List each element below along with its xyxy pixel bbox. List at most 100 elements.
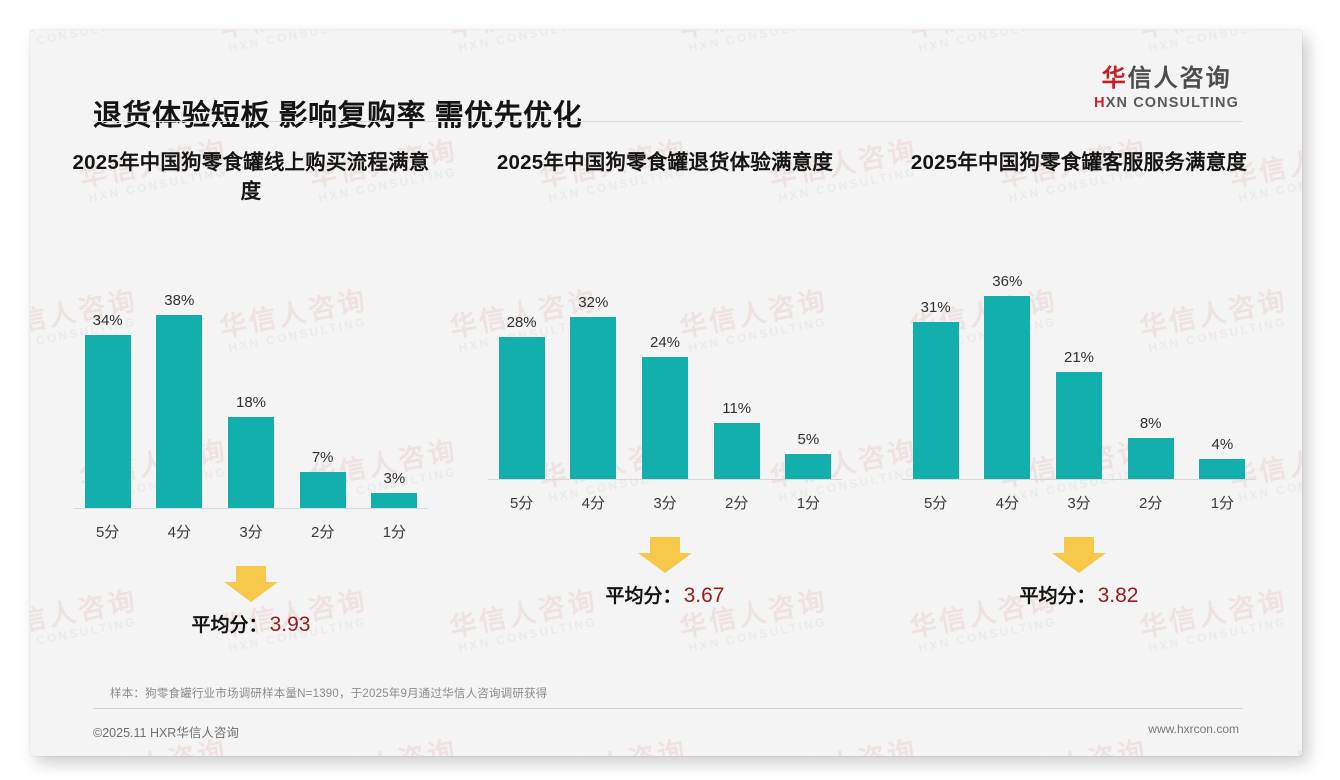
x-axis-line	[74, 508, 428, 510]
bar-value-label: 36%	[992, 273, 1023, 291]
category-label: 2分	[1139, 495, 1163, 513]
bar-value-label: 32%	[578, 294, 609, 312]
bar-value-label: 8%	[1139, 415, 1162, 433]
bar-slot: 32%	[560, 234, 627, 480]
footer-website[interactable]: www.hxrcon.com	[1148, 722, 1239, 736]
logo-chinese-rest: 信人咨询	[1127, 65, 1232, 92]
page-title: 退货体验短板 影响复购率 需优先优化	[93, 100, 583, 132]
bar-value-label: 34%	[92, 312, 123, 330]
bar-group: 28% 32% 24% 11% 5%	[488, 234, 842, 480]
category-label: 2分	[311, 524, 335, 542]
bar-slot: 38%	[146, 263, 213, 509]
bar[interactable]	[156, 315, 203, 509]
chart-panel-purchase-flow: 2025年中国狗零食罐线上购买流程满意度 34% 38% 18% 7% 3% 5分 4分 3…	[44, 148, 458, 637]
bar[interactable]	[912, 322, 959, 480]
bar-slot: 36%	[974, 234, 1041, 480]
bar-value-label: 38%	[164, 292, 195, 310]
bar-value-label: 21%	[1063, 349, 1095, 367]
bar[interactable]	[984, 296, 1031, 480]
bar-value-label: 24%	[649, 334, 681, 352]
category-label: 5分	[923, 495, 948, 513]
logo-english-rest: XN CONSULTING	[1105, 95, 1239, 112]
header-divider	[93, 121, 1243, 122]
average-score-label: 平均分：	[191, 615, 268, 637]
bar-value-label: 7%	[311, 449, 334, 467]
category-label: 4分	[995, 495, 1019, 513]
bar-slot: 4%	[1189, 234, 1256, 480]
logo-english: HXN CONSULTING	[1094, 95, 1239, 111]
average-score-row: 平均分：3.93	[44, 610, 458, 637]
bar-slot: 28%	[488, 234, 555, 480]
bar-slot: 5%	[775, 234, 842, 480]
down-arrow-icon	[636, 535, 694, 575]
slide-header: 退货体验短板 影响复购率 需优先优化 华信人咨询 HXN CONSULTING	[30, 30, 1302, 132]
bar[interactable]	[498, 337, 545, 480]
category-labels: 5分 4分 3分 2分 1分	[74, 509, 428, 542]
slide-footer: ©2025.11 HXR华信人咨询 www.hxrcon.com	[30, 716, 1302, 756]
bar-plot: 28% 32% 24% 11% 5%	[488, 234, 842, 481]
bar-value-label: 28%	[506, 314, 537, 332]
bar[interactable]	[299, 472, 346, 509]
bar[interactable]	[371, 493, 418, 509]
bar-value-label: 11%	[722, 400, 752, 418]
bar-slot: 34%	[74, 263, 141, 509]
category-label: 2分	[725, 495, 749, 513]
logo-chinese: 华信人咨询	[1094, 65, 1239, 92]
chart-panel-return-experience: 2025年中国狗零食罐退货体验满意度 28% 32% 24% 11% 5% 5分 4分 3分…	[458, 148, 872, 637]
footer-copyright: ©2025.11 HXR华信人咨询	[93, 726, 239, 740]
bar-slot: 18%	[217, 263, 284, 509]
average-score-label: 平均分：	[605, 586, 682, 608]
category-labels: 5分 4分 3分 2分 1分	[488, 480, 842, 513]
bar-value-label: 5%	[797, 431, 820, 449]
category-label: 4分	[581, 495, 605, 513]
x-axis-line	[488, 479, 842, 481]
company-logo: 华信人咨询 HXN CONSULTING	[1094, 65, 1239, 111]
bar[interactable]	[1127, 438, 1174, 480]
bar-value-label: 4%	[1211, 436, 1234, 454]
bar-slot: 24%	[631, 234, 698, 480]
bar[interactable]	[228, 417, 274, 509]
bar[interactable]	[570, 317, 617, 480]
average-score-row: 平均分：3.82	[872, 581, 1286, 608]
logo-chinese-highlight: 华	[1101, 65, 1128, 92]
bar-slot: 11%	[703, 234, 770, 480]
category-label: 5分	[509, 495, 534, 513]
average-score-value: 3.67	[683, 584, 725, 608]
category-label: 1分	[1210, 495, 1235, 513]
down-arrow-icon	[222, 564, 280, 604]
average-score-value: 3.82	[1097, 584, 1139, 608]
charts-row: 2025年中国狗零食罐线上购买流程满意度 34% 38% 18% 7% 3% 5分 4分 3…	[44, 148, 1288, 637]
bar[interactable]	[1056, 372, 1102, 480]
category-label: 5分	[95, 524, 120, 542]
arrow-container	[872, 535, 1286, 575]
logo-english-highlight: H	[1094, 95, 1106, 112]
average-score-label: 平均分：	[1019, 586, 1096, 608]
arrow-container	[44, 564, 458, 604]
bar-slot: 8%	[1117, 234, 1184, 480]
bar-slot: 31%	[902, 234, 969, 480]
bar-slot: 7%	[289, 263, 356, 509]
category-label: 1分	[382, 524, 407, 542]
bar-plot: 34% 38% 18% 7% 3%	[74, 263, 428, 510]
chart-title: 2025年中国狗零食罐客服服务满意度	[910, 151, 1248, 174]
x-axis-line	[902, 479, 1256, 481]
bar-slot: 3%	[361, 263, 428, 509]
chart-panel-customer-service: 2025年中国狗零食罐客服服务满意度 31% 36% 21% 8% 4% 5分 4分 3分 2…	[872, 148, 1286, 637]
average-score-value: 3.93	[269, 613, 311, 637]
chart-title: 2025年中国狗零食罐退货体验满意度	[496, 151, 834, 174]
bar[interactable]	[713, 423, 760, 480]
category-label: 4分	[167, 524, 191, 542]
bar[interactable]	[1199, 459, 1246, 480]
bar[interactable]	[785, 454, 832, 480]
arrow-container	[458, 535, 872, 575]
category-label: 1分	[796, 495, 821, 513]
slide-card: 华信人咨询 HXN CONSULTING 华信人咨询 HXN CONSULTING华信…	[30, 30, 1302, 756]
category-label: 3分	[1067, 495, 1091, 513]
bar[interactable]	[642, 357, 688, 480]
average-score-row: 平均分：3.67	[458, 581, 872, 608]
bar[interactable]	[84, 335, 131, 509]
source-footnote: 样本：狗零食罐行业市场调研样本量N=1390，于2025年9月通过华信人咨询调研…	[110, 688, 548, 700]
category-label: 3分	[239, 524, 263, 542]
bar-value-label: 18%	[235, 394, 267, 412]
bar-value-label: 3%	[383, 470, 406, 488]
